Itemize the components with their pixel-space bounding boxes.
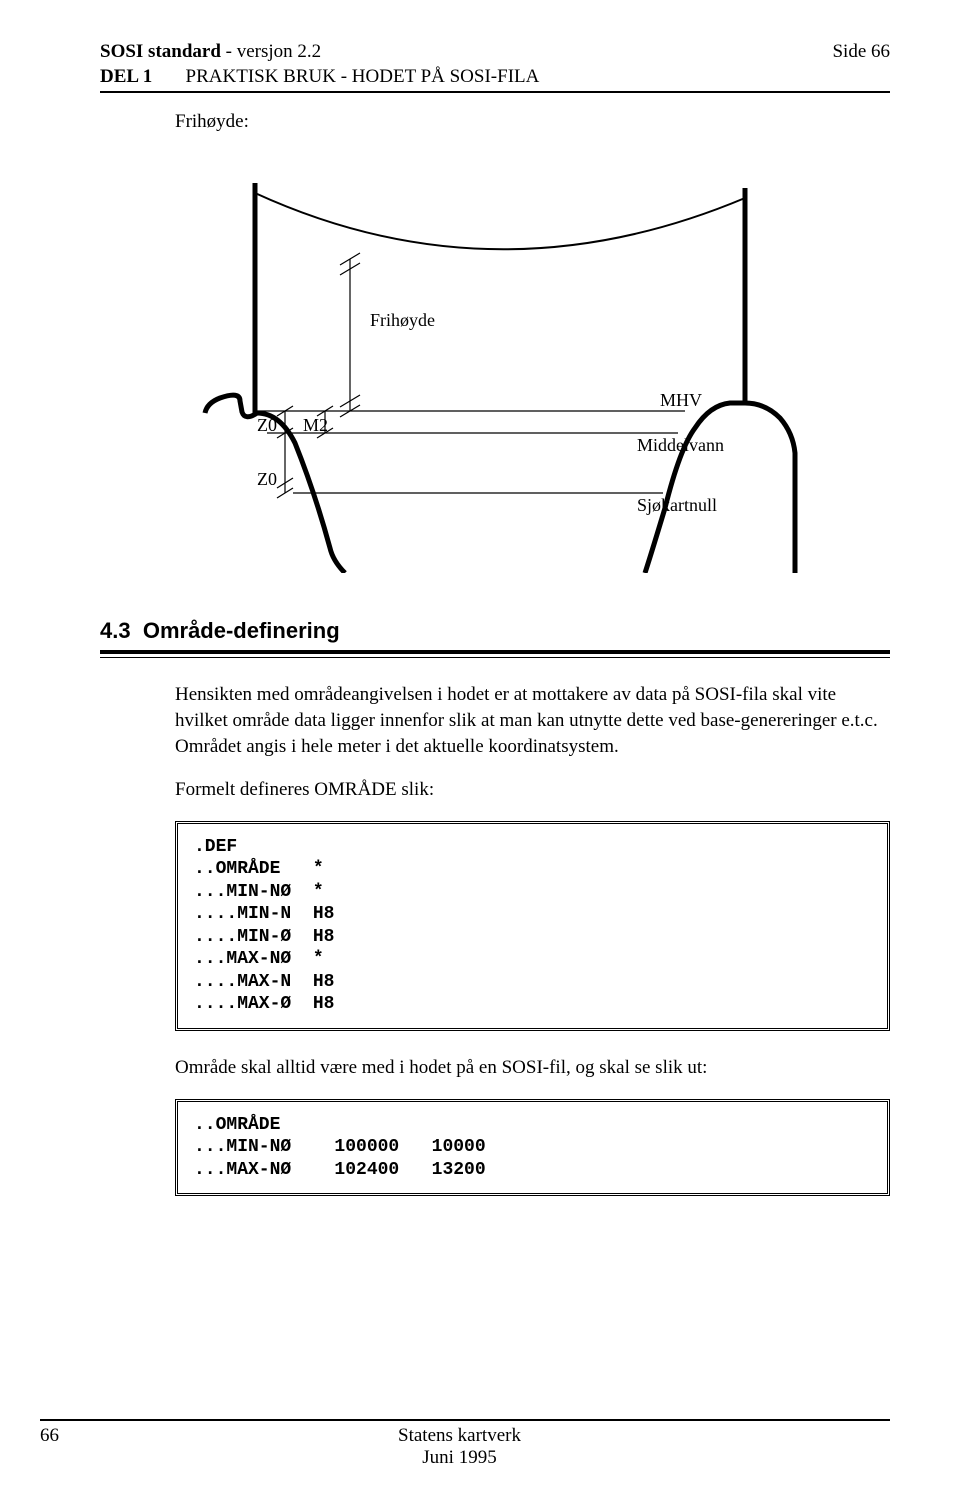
clearance-diagram: Frihøyde Z0 M2 Z0 MHV Middelvann [185,153,805,573]
header-side: Side 66 [832,40,890,89]
page-header: SOSI standard - versjon 2.2 DEL 1 PRAKTI… [100,40,890,89]
paragraph-2: Formelt defineres OMRÅDE slik: [175,777,890,803]
label-mhv: MHV [660,390,702,410]
code-block-def: .DEF ..OMRÅDE * ...MIN-NØ * ....MIN-N H8… [175,821,890,1031]
doc-title-bold: SOSI standard [100,41,221,62]
footer-org: Statens kartverk [59,1425,860,1447]
doc-title-rest: - versjon 2.2 [221,41,321,62]
subtitle: Frihøyde: [100,111,890,133]
doc-part-rest: PRAKTISK BRUK - HODET PÅ SOSI-FILA [186,66,540,87]
label-z0-lower: Z0 [257,469,277,489]
label-sjokartnull: Sjøkartnull [637,495,717,515]
paragraph-3: Område skal alltid være med i hodet på e… [175,1055,890,1081]
header-left: SOSI standard - versjon 2.2 DEL 1 PRAKTI… [100,40,539,89]
label-z0-upper: Z0 [257,415,277,435]
footer-rule [40,1419,890,1421]
section-heading: 4.3 Område-definering [100,618,890,644]
doc-part-bold: DEL 1 [100,66,152,87]
paragraph-1: Hensikten med områdeangivelsen i hodet e… [175,682,890,759]
label-m2: M2 [303,415,328,435]
section-rule [100,650,890,658]
section-number: 4.3 [100,618,131,643]
body: Hensikten med områdeangivelsen i hodet e… [100,682,890,1196]
footer-date: Juni 1995 [59,1447,860,1469]
section-title: Område-definering [143,618,340,643]
page-footer: 66 Statens kartverk Juni 1995 [0,1419,960,1469]
header-rule [100,91,890,93]
diagram-container: Frihøyde Z0 M2 Z0 MHV Middelvann [100,153,890,578]
footer-page-number: 66 [40,1425,59,1447]
code-block-example: ..OMRÅDE ...MIN-NØ 100000 10000 ...MAX-N… [175,1099,890,1197]
label-frihoyde: Frihøyde [370,310,435,330]
label-middelvann: Middelvann [637,435,724,455]
page: SOSI standard - versjon 2.2 DEL 1 PRAKTI… [0,0,960,1489]
